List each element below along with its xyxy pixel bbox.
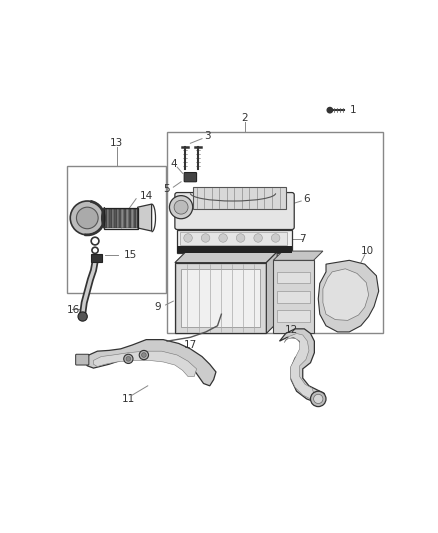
Bar — [117, 209, 119, 228]
Text: 6: 6 — [303, 195, 310, 205]
Circle shape — [219, 234, 227, 242]
Text: 15: 15 — [124, 250, 137, 260]
Bar — [277, 291, 310, 303]
Polygon shape — [175, 252, 277, 263]
Polygon shape — [284, 334, 314, 399]
Bar — [181, 269, 260, 327]
Polygon shape — [138, 204, 152, 231]
Circle shape — [70, 201, 104, 235]
Circle shape — [170, 196, 193, 219]
Polygon shape — [323, 269, 369, 320]
Bar — [119, 209, 121, 228]
Polygon shape — [318, 260, 379, 332]
Bar — [114, 209, 117, 228]
Text: 2: 2 — [241, 113, 248, 123]
Text: 12: 12 — [285, 325, 298, 335]
Bar — [91, 254, 102, 262]
Text: 14: 14 — [140, 191, 153, 200]
Bar — [273, 260, 314, 334]
Text: 17: 17 — [184, 340, 197, 350]
Bar — [126, 209, 129, 228]
Circle shape — [141, 353, 146, 357]
Text: 16: 16 — [67, 305, 81, 316]
Circle shape — [139, 350, 148, 360]
Bar — [131, 209, 134, 228]
Bar — [136, 209, 139, 228]
Circle shape — [327, 108, 332, 113]
Bar — [67, 166, 166, 294]
Text: 1: 1 — [350, 105, 357, 115]
Bar — [107, 209, 110, 228]
Polygon shape — [93, 351, 197, 377]
Circle shape — [184, 234, 192, 242]
Circle shape — [174, 200, 188, 214]
Bar — [180, 232, 287, 245]
Circle shape — [77, 207, 98, 229]
Bar — [277, 310, 310, 322]
Bar — [129, 209, 131, 228]
Circle shape — [314, 394, 323, 403]
Circle shape — [311, 391, 326, 407]
Bar — [193, 187, 286, 209]
Text: 13: 13 — [110, 138, 124, 148]
Bar — [104, 209, 107, 228]
Bar — [175, 263, 266, 334]
FancyBboxPatch shape — [184, 173, 197, 182]
Polygon shape — [84, 340, 216, 386]
Text: 3: 3 — [204, 131, 211, 141]
Bar — [134, 209, 136, 228]
Circle shape — [124, 354, 133, 364]
FancyBboxPatch shape — [175, 192, 294, 230]
Circle shape — [78, 312, 87, 321]
Circle shape — [272, 234, 280, 242]
Text: 5: 5 — [163, 184, 170, 195]
Text: 8: 8 — [272, 255, 279, 265]
Bar — [104, 208, 138, 229]
Text: 7: 7 — [300, 234, 306, 244]
Polygon shape — [279, 329, 325, 403]
Bar — [121, 209, 124, 228]
Circle shape — [254, 234, 262, 242]
Polygon shape — [266, 252, 277, 334]
Circle shape — [237, 234, 245, 242]
Polygon shape — [273, 251, 323, 260]
Text: 10: 10 — [360, 246, 374, 256]
Text: 4: 4 — [170, 159, 177, 169]
Bar — [177, 230, 292, 253]
Circle shape — [126, 357, 131, 361]
Bar — [177, 246, 292, 253]
Bar — [124, 209, 127, 228]
Bar — [112, 209, 114, 228]
Bar — [109, 209, 112, 228]
Bar — [167, 132, 382, 334]
Text: 11: 11 — [122, 394, 135, 404]
Text: 9: 9 — [155, 302, 161, 312]
Circle shape — [201, 234, 210, 242]
Bar — [277, 272, 310, 284]
FancyBboxPatch shape — [76, 354, 89, 365]
